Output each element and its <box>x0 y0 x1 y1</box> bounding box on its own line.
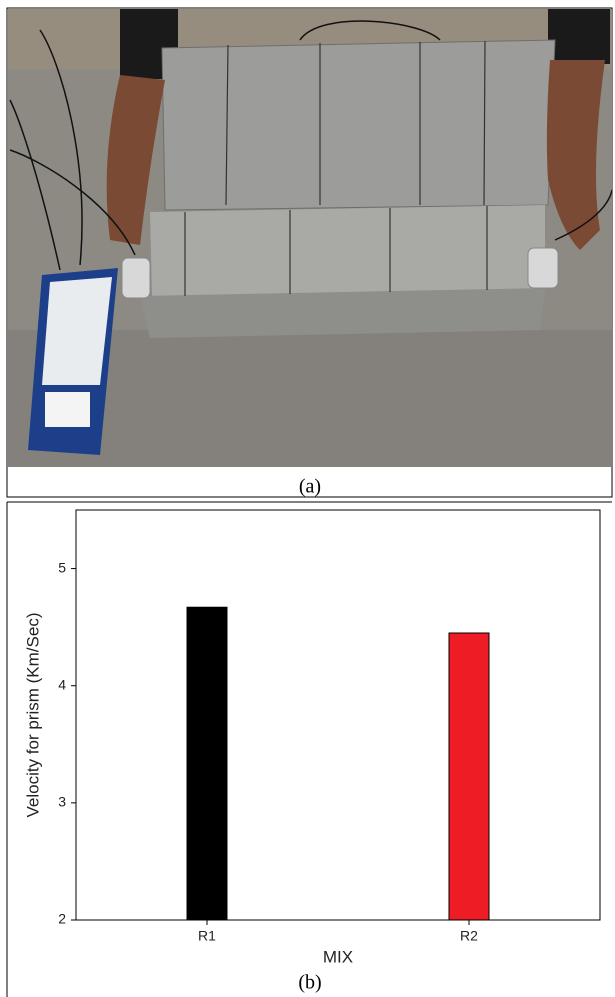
y-tick-label: 2 <box>58 911 66 927</box>
hand-left <box>106 75 165 245</box>
x-axis-label: MIX <box>323 947 353 966</box>
x-tick-label: R1 <box>198 928 216 944</box>
y-axis-label: Velocity for prism (Km/Sec) <box>23 613 42 818</box>
plot-frame <box>75 509 601 921</box>
caption: (a) <box>299 476 321 498</box>
y-tick-label: 4 <box>58 676 66 692</box>
transducer-left <box>121 257 151 299</box>
device-screen <box>45 392 90 427</box>
bar <box>186 606 228 921</box>
transducer-right <box>527 247 559 289</box>
device-panel <box>42 277 112 385</box>
photo <box>8 9 613 467</box>
y-tick-label: 3 <box>58 794 66 810</box>
y-tick-label: 5 <box>58 559 66 575</box>
prism-front-side <box>140 288 545 338</box>
caption: (b) <box>298 972 321 994</box>
arm-right <box>548 9 610 64</box>
prism-back <box>161 39 556 211</box>
bar <box>448 632 490 921</box>
cables <box>9 20 613 271</box>
prism-marks <box>184 40 488 296</box>
prism-front-top <box>150 205 545 298</box>
hand-right <box>546 60 605 250</box>
x-tick-label: R2 <box>460 928 478 944</box>
